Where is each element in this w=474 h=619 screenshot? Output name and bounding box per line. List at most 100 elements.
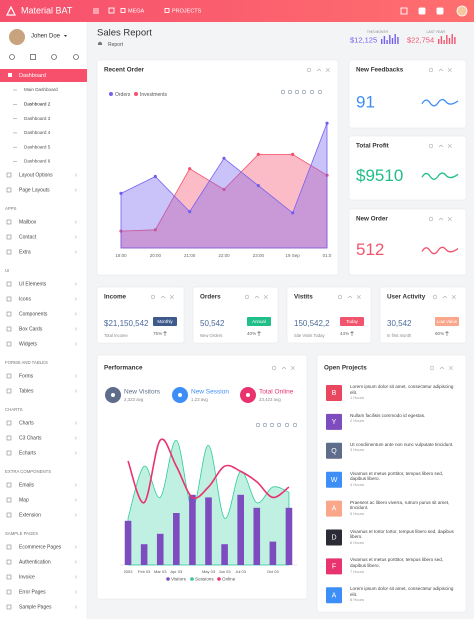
- control-refresh[interactable]: [432, 294, 438, 300]
- control-refresh[interactable]: [337, 294, 343, 300]
- control-collapse[interactable]: [281, 366, 287, 370]
- menu-item[interactable]: Mailbox: [19, 219, 37, 225]
- menu-item[interactable]: Ecommerce Pages: [19, 544, 62, 550]
- top-avatar[interactable]: [456, 5, 468, 17]
- control-close[interactable]: [448, 365, 453, 371]
- control-close[interactable]: [263, 294, 268, 300]
- submenu-item[interactable]: Dashboard 3: [24, 116, 51, 121]
- menu-item[interactable]: Tables: [19, 388, 34, 394]
- menu-item[interactable]: Icons: [19, 296, 31, 302]
- chart-tool[interactable]: [255, 422, 261, 428]
- chart-tool[interactable]: [280, 89, 286, 95]
- control-close[interactable]: [447, 143, 452, 149]
- menu-item[interactable]: UI Elements: [19, 281, 47, 287]
- control-close[interactable]: [447, 67, 452, 73]
- control-collapse[interactable]: [438, 68, 444, 72]
- menu-chevron: [74, 605, 77, 609]
- chart-tool[interactable]: [276, 422, 282, 428]
- card-controls[interactable]: [428, 216, 452, 222]
- legend-label: Orders: [115, 92, 131, 98]
- menu-item[interactable]: Contact: [19, 234, 37, 240]
- chart-tool[interactable]: [309, 89, 315, 95]
- control-refresh[interactable]: [429, 365, 435, 371]
- chart-tool[interactable]: [294, 89, 300, 95]
- submenu-item[interactable]: Dashboard 5: [24, 144, 51, 149]
- chart-tool[interactable]: [284, 422, 290, 428]
- menu-item[interactable]: Echarts: [19, 450, 36, 456]
- control-refresh[interactable]: [271, 365, 277, 371]
- submenu-item[interactable]: Main Dashboard: [24, 87, 58, 92]
- submenu-item[interactable]: Dashboard 6: [24, 159, 51, 164]
- control-collapse[interactable]: [442, 295, 448, 299]
- change: 44%: [340, 331, 349, 336]
- control-refresh[interactable]: [428, 67, 434, 73]
- control-collapse[interactable]: [438, 217, 444, 221]
- menu-item[interactable]: Extra: [19, 249, 31, 255]
- caption: Site Visits Today: [294, 333, 325, 338]
- stat-spark-bar: [383, 36, 386, 44]
- project-text: Vivamus et metus porttitor, tempus liber…: [350, 471, 443, 487]
- active-menu[interactable]: [0, 69, 87, 82]
- menu-item[interactable]: Error Pages: [19, 589, 46, 595]
- chart-tool[interactable]: [292, 422, 298, 428]
- menu-item[interactable]: Page Layouts: [19, 187, 50, 193]
- control-refresh[interactable]: [428, 216, 434, 222]
- menu-item[interactable]: Map: [19, 497, 29, 503]
- badge: [340, 317, 364, 326]
- chart-tool[interactable]: [262, 422, 268, 428]
- control-refresh[interactable]: [306, 67, 312, 73]
- control-collapse[interactable]: [316, 68, 322, 72]
- menu-item[interactable]: Extension: [19, 512, 41, 518]
- menu-item[interactable]: Dashboard: [19, 73, 46, 79]
- control-close[interactable]: [169, 294, 174, 300]
- control-close[interactable]: [451, 294, 456, 300]
- chart-tool[interactable]: [317, 89, 323, 95]
- chart-tool[interactable]: [269, 422, 275, 428]
- control-close[interactable]: [447, 216, 452, 222]
- submenu-item[interactable]: Dashboard 2: [24, 102, 51, 107]
- menu-item[interactable]: Widgets: [19, 341, 38, 347]
- control-collapse[interactable]: [439, 366, 445, 370]
- menu-icon: [6, 341, 12, 347]
- stat-label: LAST YEAR: [426, 30, 445, 34]
- menu-item[interactable]: Forms: [19, 373, 34, 379]
- card-controls[interactable]: [337, 294, 361, 300]
- menu-item[interactable]: Sample Pages: [19, 604, 52, 610]
- top-menu-item[interactable]: MEGA: [128, 8, 145, 14]
- control-collapse[interactable]: [254, 295, 260, 299]
- stat-card: [348, 59, 467, 129]
- card-controls[interactable]: [150, 294, 174, 300]
- control-collapse[interactable]: [347, 295, 353, 299]
- menu-item[interactable]: Authentication: [19, 559, 51, 565]
- control-collapse[interactable]: [438, 144, 444, 148]
- control-refresh[interactable]: [244, 294, 250, 300]
- menu-item[interactable]: Box Cards: [19, 326, 43, 332]
- chart-tool[interactable]: [301, 89, 307, 95]
- card-controls[interactable]: [271, 365, 295, 371]
- chart-tool[interactable]: [287, 89, 293, 95]
- stat-value: $12,125: [350, 35, 377, 44]
- control-close[interactable]: [290, 365, 295, 371]
- menu-item[interactable]: C3 Charts: [19, 435, 42, 441]
- menu-item[interactable]: Charts: [19, 420, 34, 426]
- control-collapse[interactable]: [160, 295, 166, 299]
- submenu-item[interactable]: Dashboard 4: [24, 130, 51, 135]
- sidebar-icons[interactable]: [9, 54, 79, 60]
- control-refresh[interactable]: [428, 143, 434, 149]
- menu-item[interactable]: Invoice: [19, 574, 35, 580]
- menu-item[interactable]: Layout Options: [19, 172, 53, 178]
- control-refresh[interactable]: [150, 294, 156, 300]
- top-menu-item[interactable]: PROJECTS: [172, 8, 202, 14]
- card-controls[interactable]: [244, 294, 268, 300]
- menu-icon: [6, 373, 12, 379]
- card-controls[interactable]: [428, 143, 452, 149]
- card-controls[interactable]: [429, 365, 453, 371]
- card-controls[interactable]: [428, 67, 452, 73]
- project-text: Ut condimentum ante non nunc vulputate t…: [350, 442, 453, 453]
- card-controls[interactable]: [432, 294, 456, 300]
- control-close[interactable]: [325, 67, 330, 73]
- control-close[interactable]: [356, 294, 361, 300]
- menu-item[interactable]: Emails: [19, 482, 35, 488]
- card-controls[interactable]: [306, 67, 330, 73]
- menu-item[interactable]: Components: [19, 311, 48, 317]
